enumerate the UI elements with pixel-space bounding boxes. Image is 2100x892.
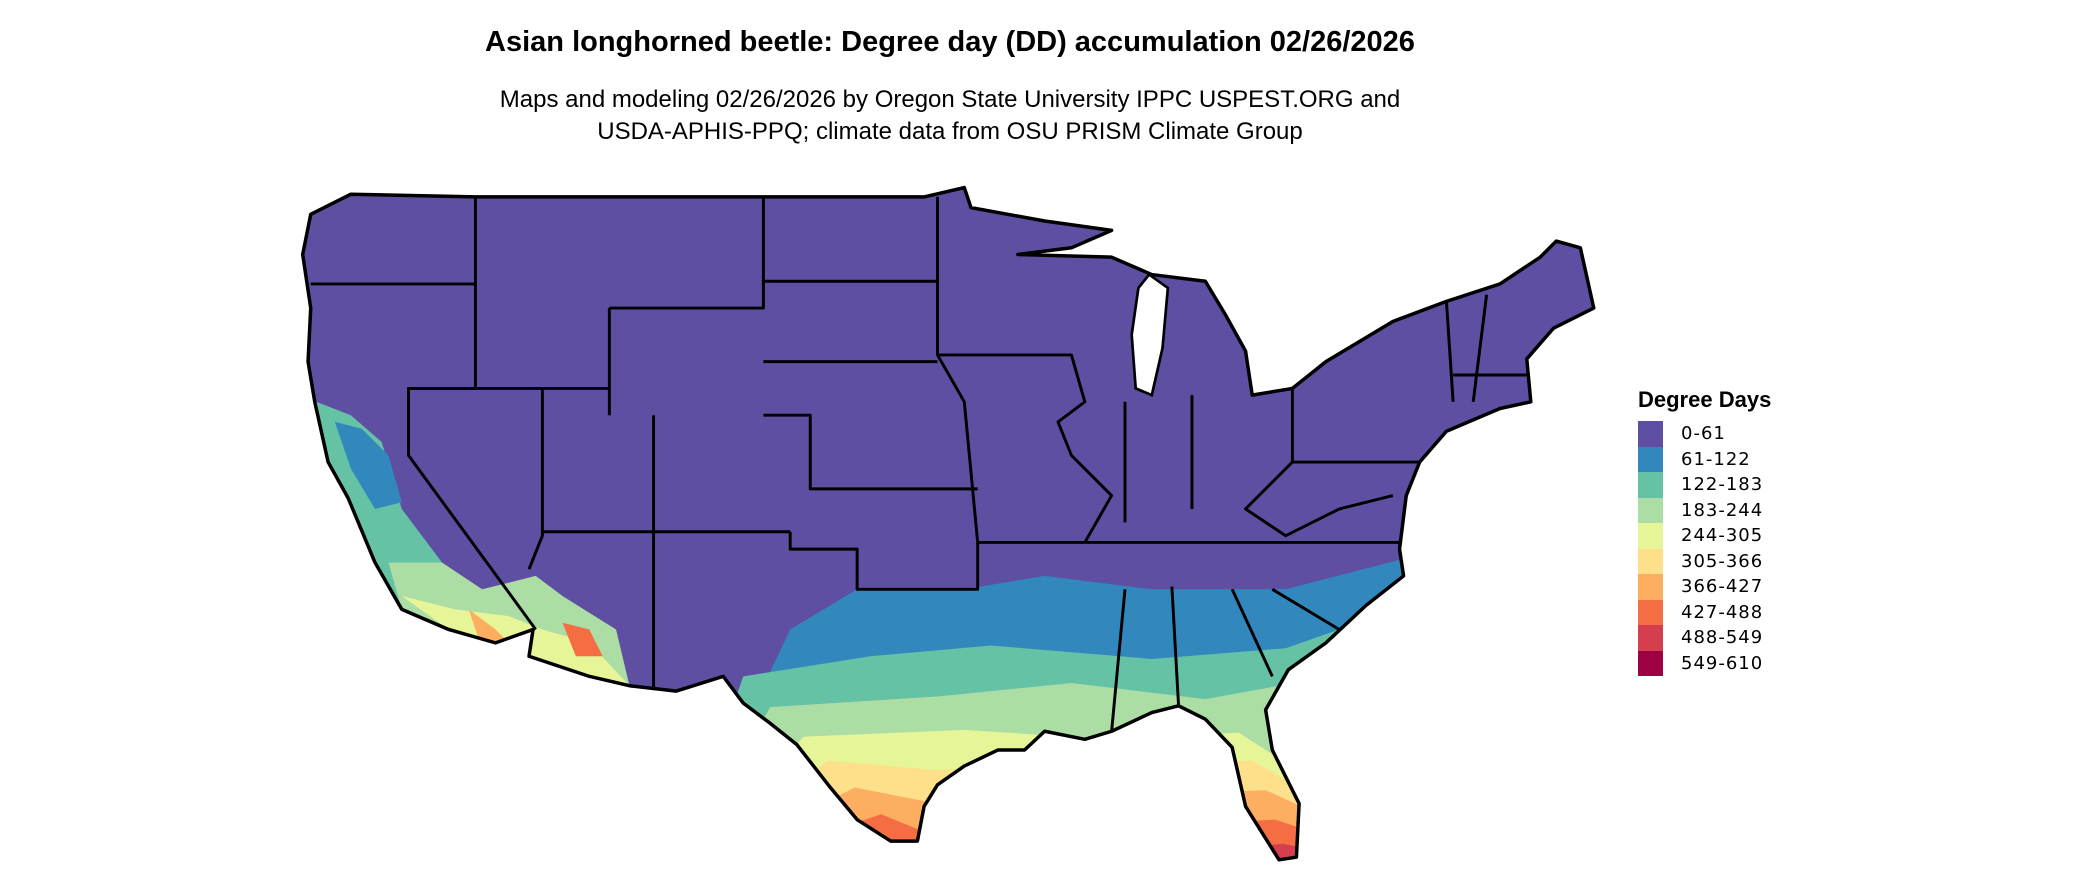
legend-item: 122-183: [1638, 472, 1771, 498]
map-title: Asian longhorned beetle: Degree day (DD)…: [485, 26, 1415, 58]
band-183-244: [669, 683, 1474, 860]
legend-label: 488-549: [1681, 627, 1764, 649]
legend-label: 183-244: [1681, 499, 1764, 521]
state-borders: [310, 196, 1527, 732]
lake-michigan: [1130, 272, 1170, 397]
legend-item: 488-549: [1638, 625, 1771, 651]
legend-swatch: [1638, 650, 1663, 676]
legend-label: 366-427: [1681, 576, 1764, 598]
state-border: [1110, 589, 1127, 732]
state-border: [1444, 301, 1455, 402]
legend-item: 183-244: [1638, 497, 1771, 523]
legend-label: 0-61: [1681, 423, 1726, 445]
state-border: [1230, 588, 1274, 677]
legend-swatch: [1638, 548, 1663, 574]
legend-swatch: [1638, 472, 1663, 498]
legend-swatch: [1638, 599, 1663, 625]
legend-swatch: [1638, 625, 1663, 651]
band-488-549: [669, 843, 1474, 860]
legend-item: 427-488: [1638, 599, 1771, 625]
legend-item: 366-427: [1638, 574, 1771, 600]
state-border: [1244, 461, 1394, 538]
state-border: [788, 531, 980, 591]
state-border: [1271, 588, 1341, 631]
legend-swatch: [1638, 446, 1663, 472]
map-subtitle-line-1: Maps and modeling 02/26/2026 by Oregon S…: [499, 86, 1401, 113]
band-305-366: [669, 760, 1474, 860]
legend-swatch: [1638, 523, 1663, 549]
legend-item: 549-610: [1638, 650, 1771, 676]
legend-label: 427-488: [1681, 601, 1764, 623]
legend: Degree Days 0-61 61-122 122-183 183-244 244-…: [1638, 387, 1771, 676]
us-outline: [300, 185, 1596, 862]
map-subtitle-line-2: USDA-APHIS-PPQ; climate data from OSU PR…: [597, 118, 1303, 145]
state-border: [763, 413, 978, 491]
legend-item: 61-122: [1638, 446, 1771, 472]
band-427-488: [669, 814, 1474, 860]
legend-item: 0-61: [1638, 421, 1771, 447]
legend-label: 244-305: [1681, 525, 1764, 547]
legend-title: Degree Days: [1638, 387, 1772, 412]
band-sw-244-305: [401, 596, 630, 686]
legend-item: 305-366: [1638, 548, 1771, 574]
legend-label: 549-610: [1681, 652, 1764, 674]
state-border: [1471, 294, 1489, 402]
state-border: [527, 388, 544, 570]
band-ca-61-122: [334, 421, 402, 509]
state-border: [936, 196, 980, 543]
legend-swatch: [1638, 421, 1663, 447]
state-border: [609, 196, 765, 310]
band-244-305: [669, 729, 1474, 860]
legend-swatch: [1638, 574, 1663, 600]
legend-label: 122-183: [1681, 474, 1764, 496]
legend-label: 305-366: [1681, 550, 1764, 572]
legend-item: 244-305: [1638, 523, 1771, 549]
state-border: [1170, 586, 1181, 706]
legend-swatch: [1638, 497, 1663, 523]
legend-label: 61-122: [1681, 448, 1751, 470]
band-sw-427-488: [562, 622, 603, 657]
state-border: [937, 353, 1114, 544]
band-366-427: [669, 787, 1474, 860]
